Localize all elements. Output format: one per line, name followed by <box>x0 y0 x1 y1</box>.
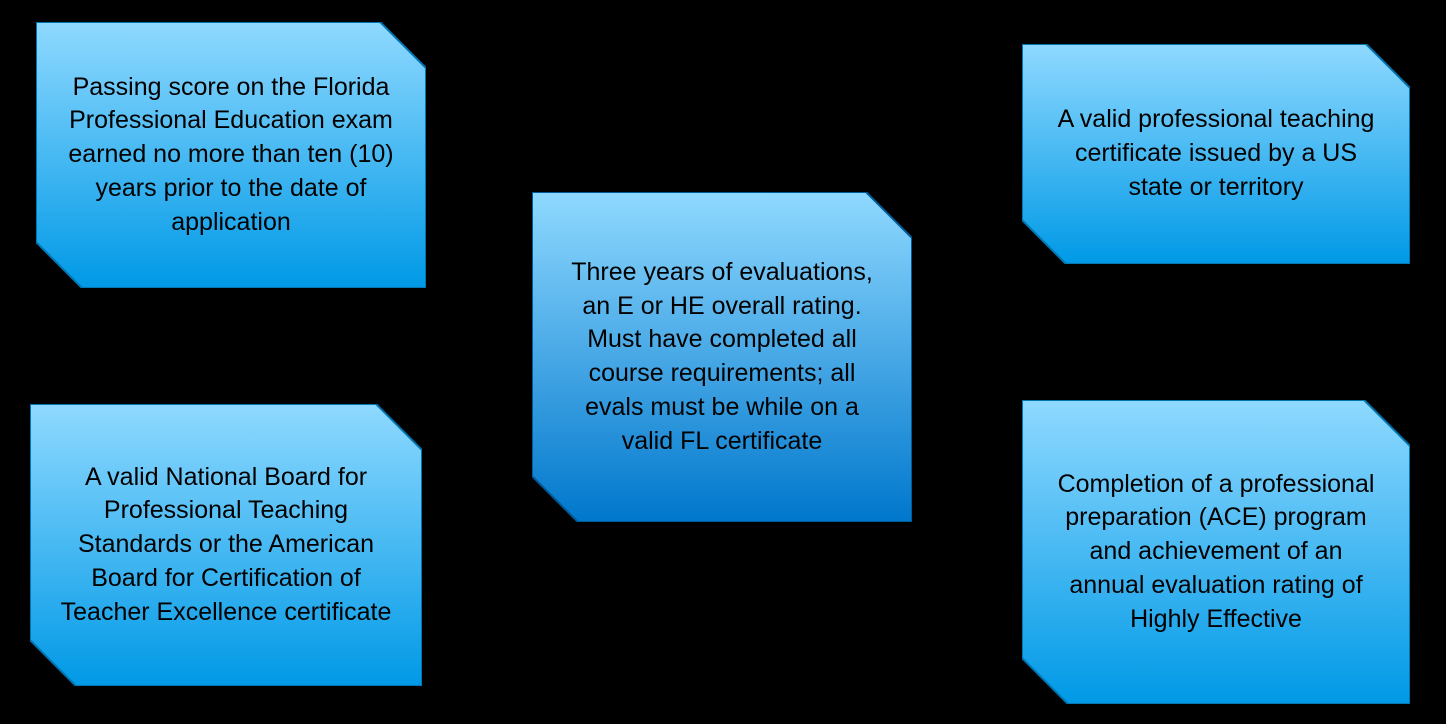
info-box-text: Three years of evaluations, an E or HE o… <box>560 256 884 459</box>
info-box-bottom-left: A valid National Board for Professional … <box>30 404 422 686</box>
info-box-top-left: Passing score on the Florida Professiona… <box>36 22 426 288</box>
info-box-text: Completion of a professional preparation… <box>1050 468 1382 637</box>
info-box-center: Three years of evaluations, an E or HE o… <box>532 192 912 522</box>
info-box-text: Passing score on the Florida Professiona… <box>64 71 398 240</box>
info-box-top-right: A valid professional teaching certificat… <box>1022 44 1410 264</box>
info-box-text: A valid National Board for Professional … <box>58 461 394 630</box>
info-box-bottom-right: Completion of a professional preparation… <box>1022 400 1410 704</box>
info-box-text: A valid professional teaching certificat… <box>1050 103 1382 204</box>
